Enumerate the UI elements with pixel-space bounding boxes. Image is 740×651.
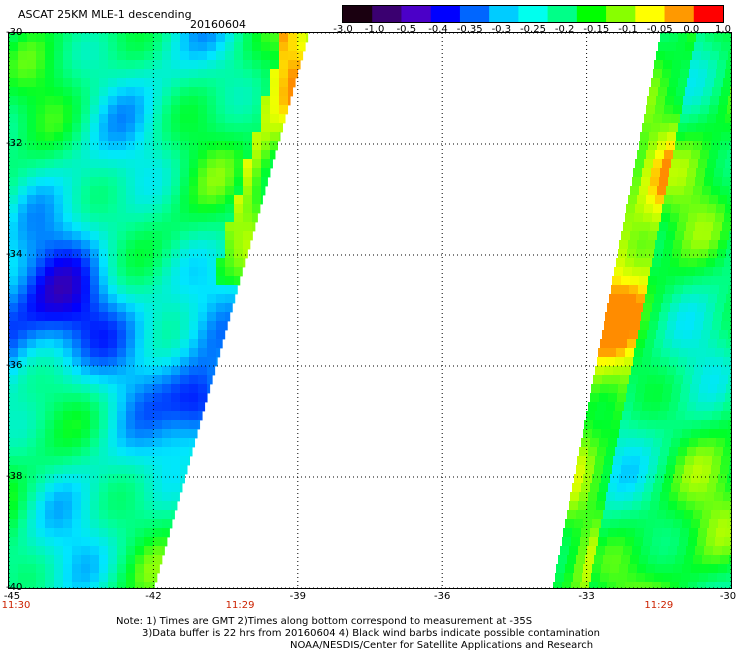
time-label: 11:29 — [226, 600, 255, 611]
color-scale-swatch — [401, 6, 431, 22]
longitude-label: -42 — [145, 591, 161, 602]
product-date: 20160604 — [190, 18, 246, 31]
latitude-label: -30 — [6, 27, 22, 38]
color-scale-swatch — [694, 6, 723, 22]
color-scale-bar — [342, 5, 724, 23]
color-scale-swatch — [548, 6, 578, 22]
latitude-label: -36 — [6, 360, 22, 371]
latitude-label: -38 — [6, 471, 22, 482]
color-scale-swatch — [431, 6, 461, 22]
color-scale-swatch — [460, 6, 490, 22]
swath-map — [8, 32, 732, 589]
color-scale-swatch — [635, 6, 665, 22]
time-label: 11:30 — [2, 600, 31, 611]
time-label: 11:29 — [644, 600, 673, 611]
note-line-3: NOAA/NESDIS/Center for Satellite Applica… — [290, 640, 593, 651]
latitude-label: -34 — [6, 249, 22, 260]
color-scale-swatch — [606, 6, 636, 22]
color-scale-swatch — [372, 6, 402, 22]
color-scale-swatch — [489, 6, 519, 22]
longitude-label: -39 — [290, 591, 306, 602]
longitude-label: -30 — [720, 591, 736, 602]
color-scale-swatch — [665, 6, 695, 22]
product-title: ASCAT 25KM MLE-1 descending — [18, 8, 192, 21]
note-line-1: Note: 1) Times are GMT 2)Times along bot… — [116, 616, 532, 627]
color-scale-swatch — [518, 6, 548, 22]
longitude-label: -36 — [434, 591, 450, 602]
note-line-2: 3)Data buffer is 22 hrs from 20160604 4)… — [142, 628, 600, 639]
longitude-label: -33 — [578, 591, 594, 602]
color-scale-swatch — [343, 6, 373, 22]
color-scale-swatch — [577, 6, 607, 22]
latitude-label: -32 — [6, 138, 22, 149]
